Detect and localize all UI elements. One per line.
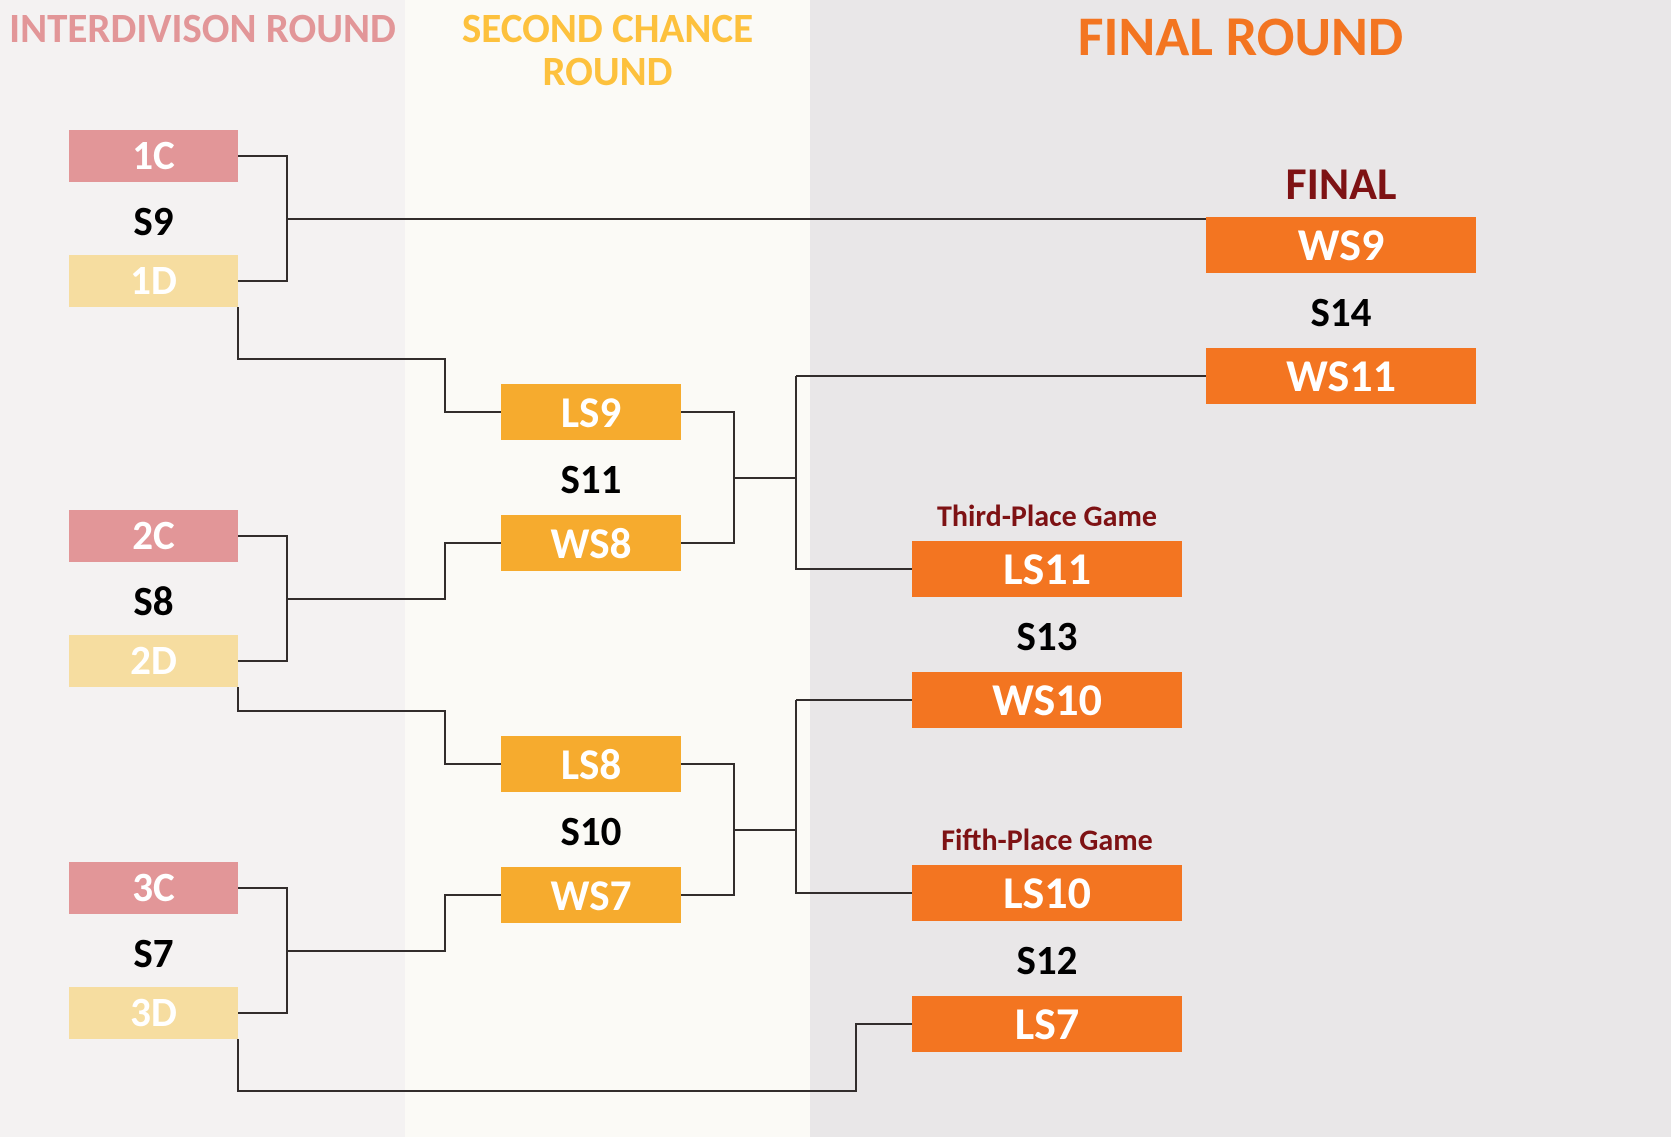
game-label-s11: S11	[501, 455, 681, 505]
game-label-s13: S13	[912, 612, 1182, 662]
slot-s7-top: 3C	[69, 862, 238, 914]
slot-s9-top: 1C	[69, 130, 238, 182]
bracket-canvas: INTERDIVISON ROUND SECOND CHANCE ROUND F…	[0, 0, 1671, 1137]
match-title-s12: Fifth-Place Game	[912, 822, 1182, 859]
slot-s12-bot: LS7	[912, 996, 1182, 1052]
game-label-s14: S14	[1206, 288, 1476, 338]
slot-s7-bot: 3D	[69, 987, 238, 1039]
slot-s13-bot: WS10	[912, 672, 1182, 728]
slot-s14-bot: WS11	[1206, 348, 1476, 404]
match-title-s13: Third-Place Game	[912, 498, 1182, 535]
slot-s10-bot: WS7	[501, 867, 681, 923]
title-second-chance: SECOND CHANCE ROUND	[405, 8, 810, 94]
game-label-s7: S7	[69, 929, 238, 979]
slot-s10-top: LS8	[501, 736, 681, 792]
game-label-s10: S10	[501, 807, 681, 857]
game-label-s12: S12	[912, 936, 1182, 986]
game-label-s8: S8	[69, 577, 238, 627]
slot-s11-top: LS9	[501, 384, 681, 440]
slot-s13-top: LS11	[912, 541, 1182, 597]
slot-s8-bot: 2D	[69, 635, 238, 687]
game-label-s9: S9	[69, 197, 238, 247]
slot-s8-top: 2C	[69, 510, 238, 562]
title-interdivision: INTERDIVISON ROUND	[0, 8, 405, 51]
title-final: FINAL ROUND	[810, 8, 1671, 67]
slot-s9-bot: 1D	[69, 255, 238, 307]
slot-s14-top: WS9	[1206, 217, 1476, 273]
slot-s11-bot: WS8	[501, 515, 681, 571]
slot-s12-top: LS10	[912, 865, 1182, 921]
match-title-s14: FINAL	[1206, 156, 1476, 212]
